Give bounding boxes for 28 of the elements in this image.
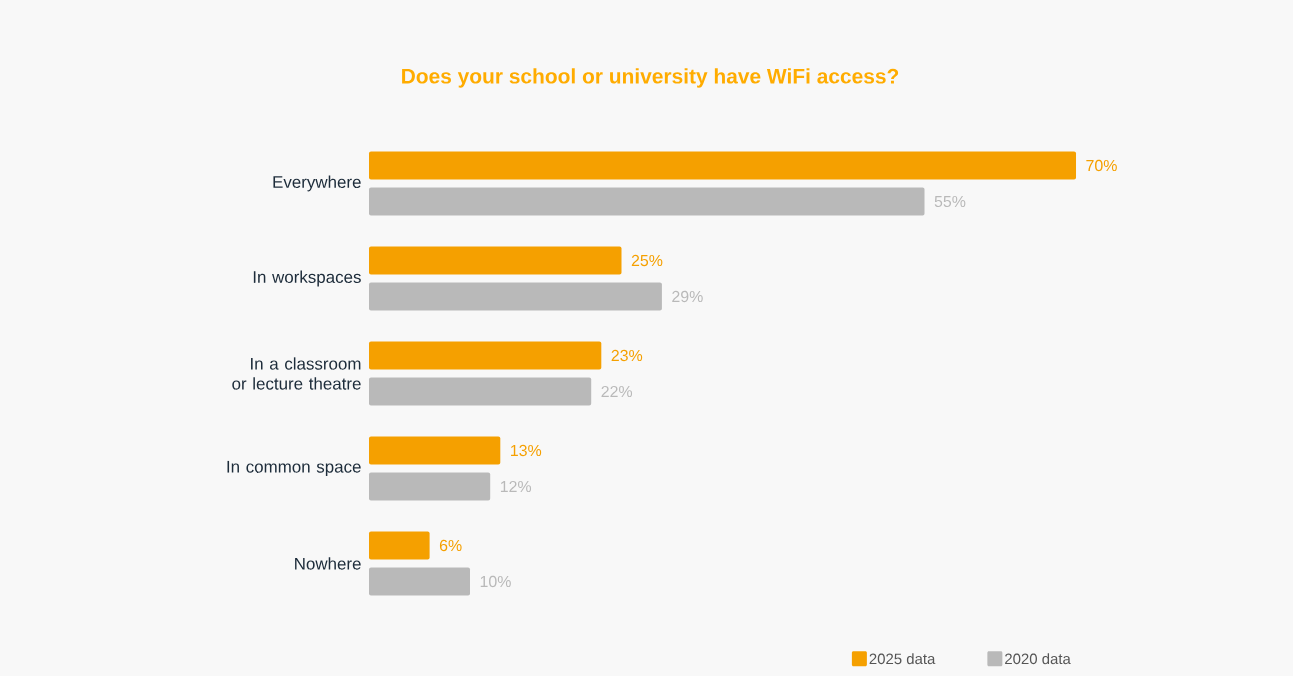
data-label: 70% bbox=[1086, 159, 1117, 172]
data-label: 12% bbox=[500, 480, 532, 493]
bar bbox=[369, 341, 602, 370]
y-tick-label: In a classroom or lecture theatre bbox=[232, 357, 361, 390]
data-label: 29% bbox=[672, 290, 703, 303]
data-label: 25% bbox=[631, 254, 663, 267]
bar bbox=[369, 246, 622, 275]
data-label: 6% bbox=[439, 539, 462, 552]
bar bbox=[369, 282, 662, 311]
data-label: 10% bbox=[480, 575, 511, 588]
bar bbox=[369, 567, 471, 596]
y-tick-label: Everywhere bbox=[273, 175, 361, 192]
data-label: 55% bbox=[934, 195, 966, 208]
bar bbox=[369, 187, 925, 216]
bar bbox=[369, 151, 1077, 180]
bar bbox=[369, 472, 491, 501]
data-label: 22% bbox=[601, 385, 633, 398]
chart-title: Does your school or university have WiFi access? bbox=[402, 68, 899, 88]
y-tick-label: Nowhere bbox=[295, 557, 361, 570]
data-label: 13% bbox=[511, 444, 542, 457]
bar bbox=[369, 377, 592, 406]
y-tick-label: In workspaces bbox=[253, 270, 361, 287]
y-tick-label: In common space bbox=[227, 460, 361, 477]
data-label: 23% bbox=[611, 349, 643, 362]
bar bbox=[369, 436, 501, 465]
bar bbox=[369, 531, 430, 560]
legend-label: 2020 data bbox=[1005, 653, 1071, 665]
legend-label: 2025 data bbox=[869, 653, 936, 665]
